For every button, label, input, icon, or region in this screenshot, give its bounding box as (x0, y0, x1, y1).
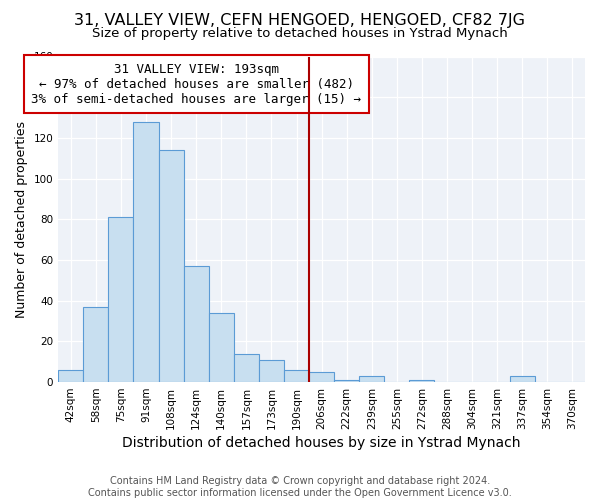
Text: Size of property relative to detached houses in Ystrad Mynach: Size of property relative to detached ho… (92, 28, 508, 40)
Bar (334, 380, 359, 382)
Bar (234, 354, 259, 382)
Bar (58, 370, 83, 382)
Text: 31, VALLEY VIEW, CEFN HENGOED, HENGOED, CF82 7JG: 31, VALLEY VIEW, CEFN HENGOED, HENGOED, … (74, 12, 526, 28)
Bar (409, 380, 434, 382)
X-axis label: Distribution of detached houses by size in Ystrad Mynach: Distribution of detached houses by size … (122, 436, 521, 450)
Bar (83, 307, 109, 382)
Bar (259, 360, 284, 382)
Bar (184, 266, 209, 382)
Y-axis label: Number of detached properties: Number of detached properties (15, 121, 28, 318)
Bar (158, 150, 184, 382)
Bar (209, 313, 234, 382)
Text: Contains HM Land Registry data © Crown copyright and database right 2024.
Contai: Contains HM Land Registry data © Crown c… (88, 476, 512, 498)
Bar (359, 376, 385, 382)
Text: 31 VALLEY VIEW: 193sqm
← 97% of detached houses are smaller (482)
3% of semi-det: 31 VALLEY VIEW: 193sqm ← 97% of detached… (31, 62, 361, 106)
Bar (109, 217, 133, 382)
Bar (284, 370, 309, 382)
Bar (133, 122, 158, 382)
Bar (510, 376, 535, 382)
Bar (309, 372, 334, 382)
